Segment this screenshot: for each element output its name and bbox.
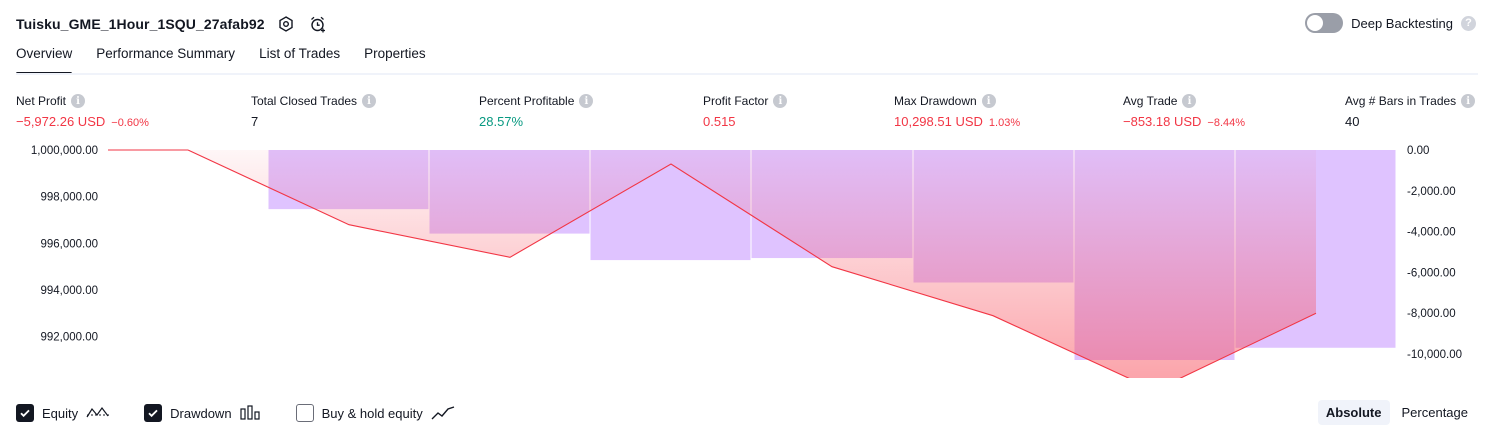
equity-label: Equity (42, 405, 79, 421)
metric-value: 10,298.51 USD 1.03% (894, 114, 1020, 129)
metric-label: Avg # Bars in Trades i (1345, 94, 1476, 108)
info-icon[interactable]: i (362, 94, 377, 108)
metric-label: Avg Trade i (1123, 94, 1245, 108)
deep-backtesting: Deep Backtesting ? (1305, 13, 1476, 33)
metric-label-text: Percent Profitable (479, 94, 575, 108)
metric-label-text: Avg Trade (1123, 94, 1178, 108)
equity-line (187, 149, 1317, 378)
info-icon[interactable]: i (1182, 94, 1197, 108)
metric-total-closed-trades: Total Closed Trades i 7 (251, 94, 377, 129)
drawdown-checkbox[interactable] (144, 404, 163, 422)
metric-value: 7 (251, 114, 376, 129)
equity-tick-label: 996,000.00 (40, 238, 98, 250)
info-icon[interactable]: i (1461, 94, 1476, 108)
drawdown-tick-label: -4,000.00 (1407, 227, 1456, 239)
metric-value-text: 28.57% (479, 114, 524, 129)
metric-value: 28.57% (479, 114, 593, 129)
drawdown-tick-label: -8,000.00 (1407, 308, 1456, 320)
drawdown-bars-icon (239, 405, 260, 420)
metric-value-text: 0.515 (703, 114, 736, 129)
metric-value: 40 (1345, 114, 1475, 129)
metric-pct: 1.03% (988, 117, 1021, 129)
info-icon[interactable]: i (773, 94, 788, 108)
metric-profit-factor: Profit Factor i 0.515 (703, 94, 788, 129)
buy-hold-label: Buy & hold equity (321, 405, 423, 421)
metric-avg-trade: Avg Trade i −853.18 USD −8.44% (1123, 94, 1245, 129)
metric-value-text: 40 (1345, 114, 1360, 129)
drawdown-tick-label: -2,000.00 (1407, 186, 1456, 198)
metric-value: −853.18 USD −8.44% (1123, 114, 1245, 129)
metric-value: −5,972.26 USD −0.60% (16, 114, 149, 129)
metric-label-text: Profit Factor (703, 94, 769, 108)
equity-tick-label: 998,000.00 (40, 192, 98, 204)
drawdown-tick-label: -10,000.00 (1407, 349, 1462, 361)
percentage-button[interactable]: Percentage (1401, 405, 1469, 420)
equity-area (188, 150, 1316, 378)
drawdown-tick-label: 0.00 (1407, 145, 1429, 157)
equity-tick-label: 1,000,000.00 (31, 145, 98, 157)
metric-label-text: Net Profit (16, 94, 67, 108)
metric-net-profit: Net Profit i −5,972.26 USD −0.60% (16, 94, 149, 129)
metric-label-text: Avg # Bars in Trades (1345, 94, 1457, 108)
legend-equity[interactable]: Equity (16, 404, 110, 422)
equity-drawdown-chart: 1,000,000.00 998,000.00 996,000.00 994,000.… (31, 145, 1462, 378)
tab-properties[interactable]: Properties (364, 46, 426, 61)
tab-list-of-trades[interactable]: List of Trades (259, 46, 341, 61)
metric-value: 0.515 (703, 114, 787, 129)
metric-value-text: 7 (251, 114, 259, 129)
metric-avg-bars-in-trades: Avg # Bars in Trades i 40 (1345, 94, 1476, 129)
alarm-add-icon[interactable] (307, 13, 329, 35)
metric-label: Max Drawdown i (894, 94, 1020, 108)
metric-value-text: −853.18 USD (1123, 114, 1202, 129)
metric-max-drawdown: Max Drawdown i 10,298.51 USD 1.03% (894, 94, 1020, 129)
metric-label: Total Closed Trades i (251, 94, 377, 108)
equity-tick-label: 992,000.00 (40, 332, 98, 344)
strategy-title: Tuisku_GME_1Hour_1SQU_27afab92 (16, 16, 265, 32)
toggle-knob (1307, 15, 1324, 31)
report-tabs: Overview Performance Summary List of Tra… (16, 46, 426, 75)
metric-label-text: Total Closed Trades (251, 94, 358, 108)
metric-pct: −0.60% (111, 117, 149, 129)
metric-value-text: −5,972.26 USD (16, 114, 106, 129)
settings-icon[interactable] (275, 13, 297, 35)
buy-hold-line-icon (431, 406, 454, 420)
drawdown-label: Drawdown (170, 405, 232, 421)
deep-backtesting-toggle[interactable] (1305, 13, 1344, 33)
equity-checkbox[interactable] (16, 404, 34, 422)
help-icon[interactable]: ? (1461, 15, 1476, 31)
legend-buy-hold[interactable]: Buy & hold equity (295, 404, 455, 422)
scale-mode-switch: Absolute Percentage (1317, 400, 1476, 425)
info-icon[interactable]: i (981, 94, 996, 108)
info-icon[interactable]: i (579, 94, 594, 108)
strategy-header: Tuisku_GME_1Hour_1SQU_27afab92 (16, 12, 329, 36)
metric-label: Percent Profitable i (479, 94, 594, 108)
metric-label: Net Profit i (16, 94, 149, 108)
absolute-button[interactable]: Absolute (1317, 400, 1390, 425)
metric-pct: −8.44% (1207, 117, 1246, 129)
tab-overview[interactable]: Overview (16, 46, 73, 75)
deep-backtesting-label: Deep Backtesting (1351, 15, 1453, 31)
equity-line-icon (86, 406, 110, 418)
tabs-divider (16, 73, 1478, 75)
metric-label: Profit Factor i (703, 94, 788, 108)
metric-label-text: Max Drawdown (894, 94, 977, 108)
metric-value-text: 10,298.51 USD (894, 114, 983, 129)
legend-drawdown[interactable]: Drawdown (144, 404, 261, 422)
drawdown-tick-label: -6,000.00 (1407, 267, 1456, 279)
chart-legend: Equity Drawdown Buy & hold equity (16, 404, 455, 422)
equity-tick-label: 994,000.00 (40, 285, 98, 297)
tab-performance-summary[interactable]: Performance Summary (96, 46, 236, 61)
info-icon[interactable]: i (71, 94, 86, 108)
buy-hold-checkbox[interactable] (295, 404, 314, 422)
metric-percent-profitable: Percent Profitable i 28.57% (479, 94, 594, 129)
